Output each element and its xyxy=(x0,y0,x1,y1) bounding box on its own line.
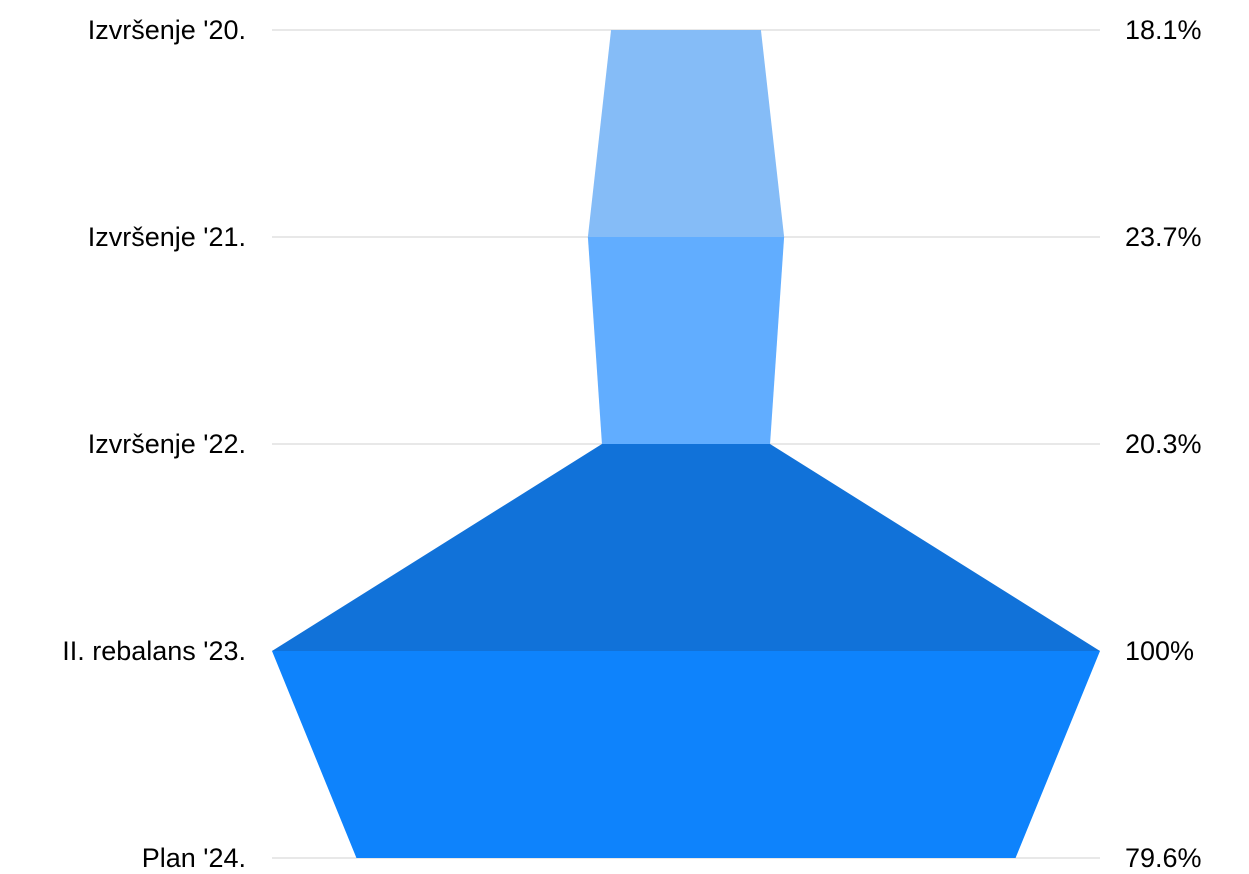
category-labels: Izvršenje '20. Izvršenje '21. Izvršenje '2… xyxy=(62,15,246,873)
value-labels: 18.1% 23.7% 20.3% 100% 79.6% xyxy=(1125,15,1202,873)
funnel-segment xyxy=(587,237,785,444)
funnel-segment xyxy=(272,651,1100,858)
value-label: 100% xyxy=(1125,636,1194,666)
funnel-segment xyxy=(272,444,1100,651)
category-label: Izvršenje '21. xyxy=(88,222,246,252)
category-label: Izvršenje '22. xyxy=(88,429,246,459)
funnel-segments xyxy=(272,30,1100,858)
value-label: 23.7% xyxy=(1125,222,1202,252)
value-label: 20.3% xyxy=(1125,429,1202,459)
funnel-segment xyxy=(587,30,785,237)
category-label: II. rebalans '23. xyxy=(62,636,246,666)
value-label: 18.1% xyxy=(1125,15,1202,45)
value-label: 79.6% xyxy=(1125,843,1202,873)
category-label: Izvršenje '20. xyxy=(88,15,246,45)
category-label: Plan '24. xyxy=(142,843,246,873)
